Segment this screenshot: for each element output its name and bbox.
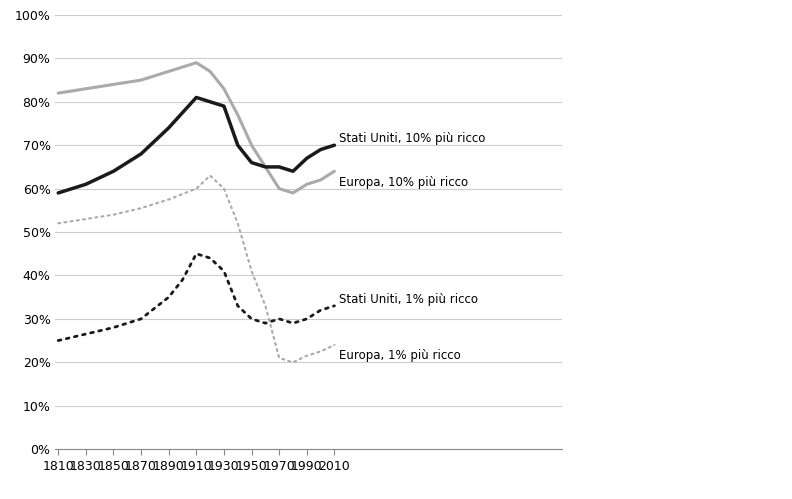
Text: Stati Uniti, 10% più ricco: Stati Uniti, 10% più ricco	[338, 132, 485, 145]
Text: Europa, 1% più ricco: Europa, 1% più ricco	[338, 349, 460, 362]
Text: Europa, 10% più ricco: Europa, 10% più ricco	[338, 176, 468, 189]
Text: Stati Uniti, 1% più ricco: Stati Uniti, 1% più ricco	[338, 293, 478, 306]
